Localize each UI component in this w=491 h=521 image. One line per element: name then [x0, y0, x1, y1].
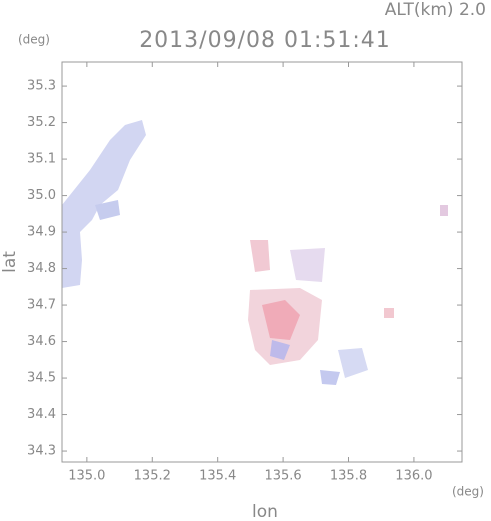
y-axis-label: lat [0, 251, 20, 273]
x-tick-label: 135.2 [134, 469, 171, 484]
x-tick-label: 135.0 [68, 469, 105, 484]
echo-field [62, 120, 448, 385]
y-tick-label: 35.2 [27, 115, 56, 130]
echo-region [62, 120, 146, 288]
x-tick-label: 136.0 [395, 469, 432, 484]
x-axis-label: lon [252, 502, 278, 521]
y-tick-label: 35.1 [27, 152, 56, 167]
y-tick-label: 34.8 [27, 261, 56, 276]
x-unit: (deg) [452, 485, 484, 499]
y-tick-label: 34.3 [27, 444, 56, 459]
y-tick-label: 34.7 [27, 298, 56, 313]
y-tick-label: 34.9 [27, 225, 56, 240]
x-tick-label: 135.4 [199, 469, 236, 484]
echo-region [250, 240, 270, 272]
x-tick-label: 135.8 [330, 469, 367, 484]
echo-region [95, 200, 120, 220]
echo-region [262, 300, 300, 340]
echo-region [440, 205, 448, 216]
echo-region [338, 348, 368, 378]
y-tick-label: 34.4 [27, 407, 56, 422]
echo-region [290, 248, 325, 282]
chart-title: 2013/09/08 01:51:41 [139, 28, 391, 53]
y-tick-label: 34.5 [27, 371, 56, 386]
echo-region [270, 340, 290, 360]
plot-frame [61, 61, 463, 463]
altitude-annotation: ALT(km) 2.0 [385, 0, 486, 20]
echo-region [384, 308, 394, 318]
y-tick-label: 35.0 [27, 188, 56, 203]
y-tick-label: 35.3 [27, 79, 56, 94]
x-tick-label: 135.6 [264, 469, 301, 484]
echo-region [320, 370, 340, 385]
y-tick-label: 34.6 [27, 334, 56, 349]
y-unit: (deg) [18, 33, 50, 47]
